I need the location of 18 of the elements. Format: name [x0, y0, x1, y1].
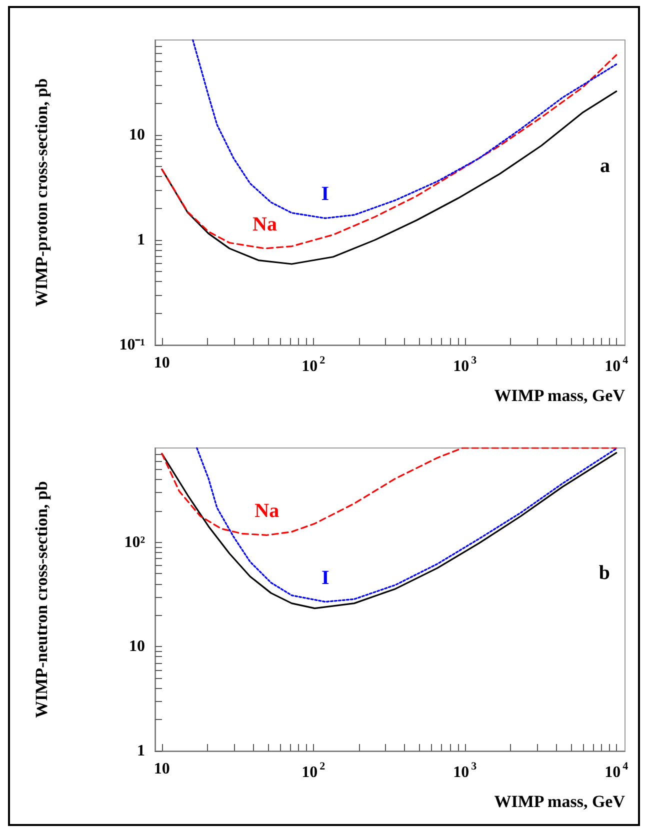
x-tick-label: 10 — [154, 760, 170, 778]
y-tick-label: 10² — [124, 534, 146, 551]
x-tick-label: 10 — [154, 354, 170, 372]
y-axis-title: WIMP-neutron cross-section, pb — [32, 481, 51, 718]
x-axis-title: WIMP mass, GeV — [494, 386, 626, 405]
y-tick-label: 10 — [129, 126, 145, 144]
series-label: I — [322, 566, 330, 589]
x-axis-title: WIMP mass, GeV — [494, 792, 626, 811]
y-tick-label: 10 — [129, 638, 145, 656]
series-label: Na — [252, 213, 277, 236]
y-tick-label: 1 — [137, 231, 145, 248]
y-axis-title: WIMP-proton cross-section, pb — [32, 78, 51, 307]
y-tick-label: 10⁻¹ — [119, 336, 146, 354]
annotation: a — [600, 154, 610, 177]
series-label: I — [321, 183, 330, 206]
series-label: Na — [254, 500, 280, 522]
annotation: b — [598, 562, 610, 584]
y-tick-label: 1 — [137, 742, 145, 760]
